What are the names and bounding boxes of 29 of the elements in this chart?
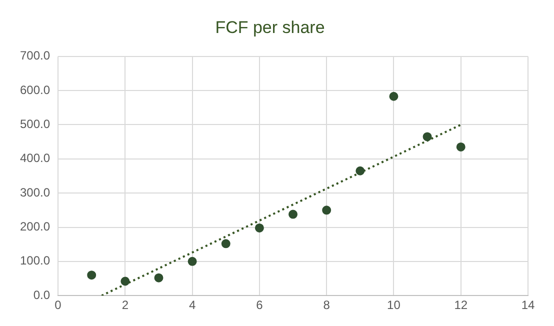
y-tick-label: 0.0: [33, 288, 50, 302]
y-tick-label: 600.0: [20, 82, 50, 97]
point: [221, 239, 230, 248]
point: [188, 256, 197, 266]
y-tick-label: 500.0: [20, 117, 50, 132]
x-tick-label: 0: [54, 298, 62, 312]
point: [154, 273, 164, 282]
chart-title: FCF per share: [215, 18, 325, 37]
point: [87, 270, 96, 280]
x-tick-label: 12: [454, 298, 468, 312]
point: [356, 166, 365, 176]
point: [389, 92, 398, 101]
x-tick-label: 4: [188, 298, 196, 312]
y-tick-label: 400.0: [20, 151, 50, 166]
point: [120, 276, 130, 286]
y-tick-label: 200.0: [20, 220, 50, 234]
y-tick-label: 700.0: [20, 48, 50, 63]
point: [254, 223, 264, 232]
point: [288, 210, 298, 219]
x-tick-label: 8: [323, 298, 330, 312]
x-tick-label: 14: [521, 298, 535, 312]
point: [422, 132, 432, 142]
x-tick-label: 6: [256, 298, 264, 312]
x-tick-label: 10: [387, 298, 401, 312]
y-tick-label: 100.0: [20, 254, 50, 268]
point: [456, 142, 466, 152]
point: [322, 206, 332, 215]
x-tick-label: 2: [122, 298, 129, 312]
y-tick-label: 300.0: [20, 185, 50, 200]
